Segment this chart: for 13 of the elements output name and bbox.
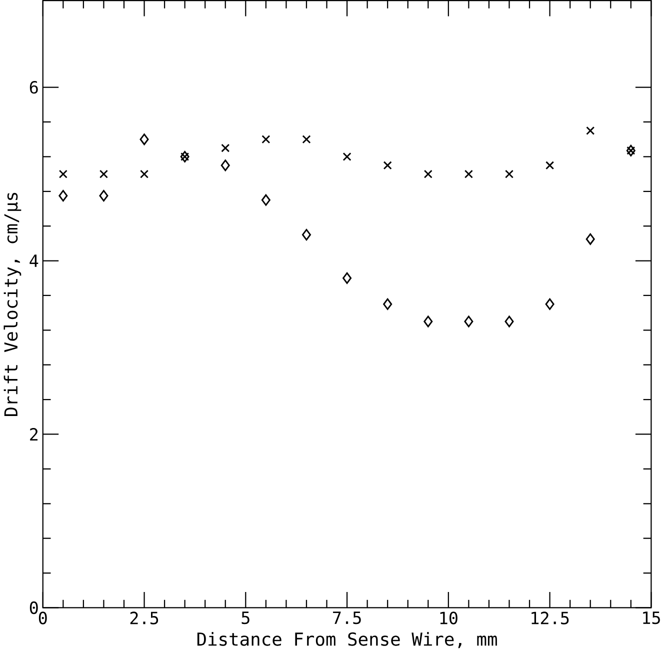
x-axis-title: Distance From Sense Wire, mm: [197, 632, 497, 648]
y-axis-title: Drift Velocity, cm/μs: [4, 192, 22, 416]
x-tick-label: 2.5: [130, 612, 158, 624]
y-tick-label: 2: [30, 428, 38, 441]
y-tick-label: 6: [30, 81, 38, 94]
x-tick-label: 15: [643, 612, 660, 624]
x-tick-label: 7.5: [333, 612, 361, 624]
y-tick-label: 0: [30, 601, 38, 614]
x-tick-label: 0: [38, 612, 47, 624]
x-tick-label: 10: [440, 612, 458, 624]
x-tick-label: 12.5: [532, 612, 569, 624]
y-tick-label: 4: [30, 254, 38, 267]
x-tick-label: 5: [242, 612, 250, 624]
